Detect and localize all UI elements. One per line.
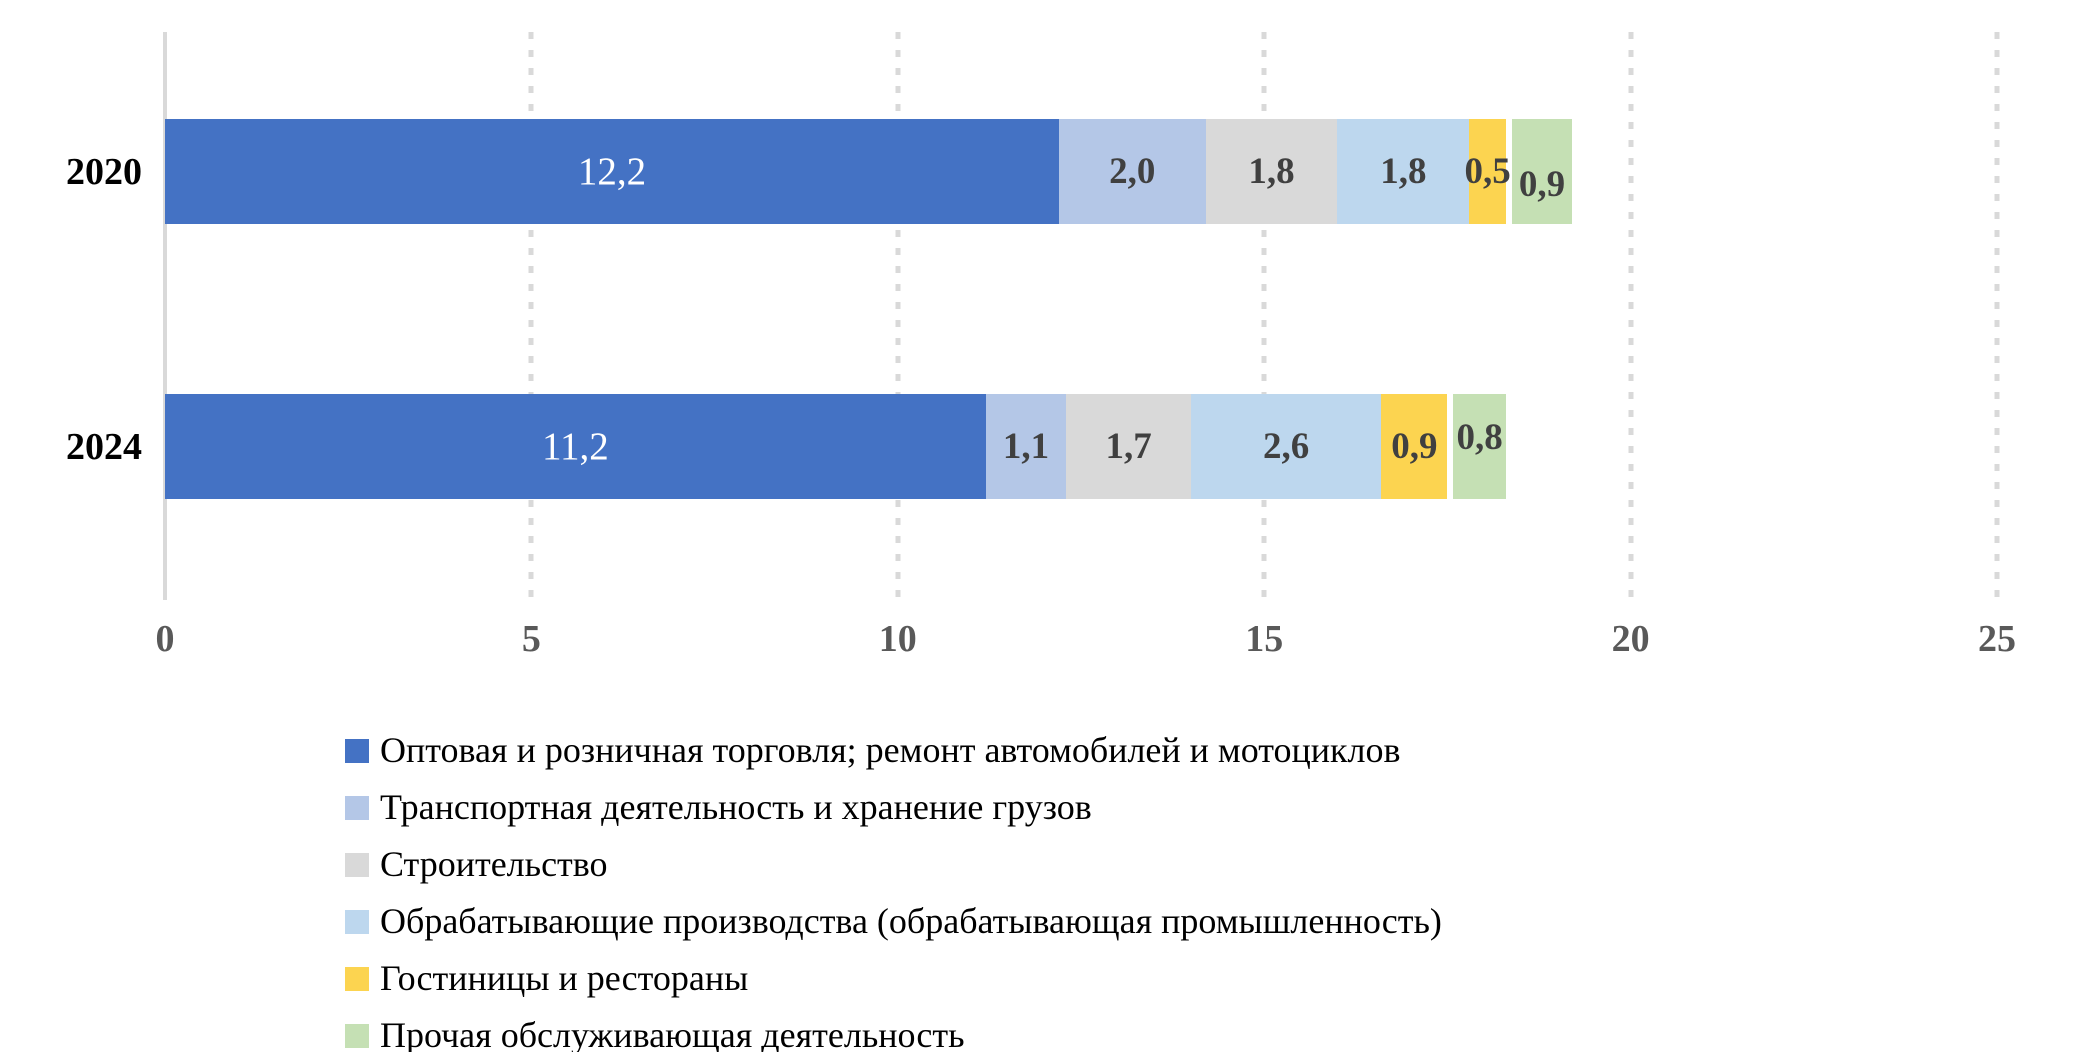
legend-item-4: Гостиницы и рестораны [345, 950, 1442, 1007]
bar-segment-value: 0,9 [1391, 426, 1438, 467]
y-axis-line [163, 32, 167, 600]
bar-segment: 1,7 [1066, 394, 1191, 499]
x-tick-label-20: 20 [1611, 618, 1650, 660]
legend-label: Транспортная деятельность и хранение гру… [380, 786, 1092, 827]
plot-area: 12,2 2,0 1,8 1,8 0,5 0,9 11,2 1,1 1,7 2,6 0,9 0,8 [163, 32, 2000, 600]
bar-segment: 1,8 [1205, 119, 1338, 224]
bar-segment-value: 1,7 [1105, 426, 1152, 467]
bar-segment: 0,9 [1381, 394, 1448, 499]
legend-swatch [345, 966, 369, 991]
legend-swatch [345, 738, 369, 763]
legend-label: Гостиницы и рестораны [380, 957, 749, 998]
bar-segment-value: 11,2 [541, 425, 609, 468]
bar-segment-value: 1,8 [1248, 151, 1295, 192]
x-axis: 0 5 10 15 20 25 [156, 618, 2017, 672]
legend-item-3: Обрабатывающие производства (обрабатываю… [345, 893, 1442, 950]
legend-swatch [345, 852, 369, 877]
bar-segment: 0,5 [1465, 119, 1511, 224]
legend-label: Оптовая и розничная торговля; ремонт авт… [380, 729, 1401, 770]
gridline-10 [895, 32, 901, 600]
legend-item-1: Транспортная деятельность и хранение гру… [345, 779, 1442, 836]
x-tick-label-15: 15 [1245, 618, 1284, 660]
legend-label: Обрабатывающие производства (обрабатываю… [380, 900, 1442, 941]
legend-swatch [345, 909, 369, 934]
gridline-15 [1261, 32, 1267, 600]
x-tick-label-10: 10 [878, 618, 917, 660]
bar-segment-value: 0,9 [1518, 164, 1566, 205]
gridline-5 [528, 32, 534, 600]
bar-segment: 12,2 [165, 119, 1060, 224]
bar-segment-value: 2,0 [1109, 151, 1156, 192]
legend-item-0: Оптовая и розничная торговля; ремонт авт… [345, 722, 1442, 779]
bar-segment-value: 2,6 [1263, 426, 1310, 467]
x-tick-label-25: 25 [1978, 618, 2016, 660]
legend: Оптовая и розничная торговля; ремонт авт… [345, 722, 1442, 1052]
bar-2020: 12,2 2,0 1,8 1,8 0,5 0,9 [165, 119, 1997, 224]
bar-segment-value: 12,2 [577, 150, 647, 193]
bar-segment: 11,2 [165, 394, 986, 499]
bar-segment-value: 0,5 [1464, 151, 1511, 192]
bar-segment: 1,8 [1337, 119, 1470, 224]
bar-segment: 2,0 [1059, 119, 1206, 224]
category-label-2020: 2020 [66, 151, 142, 193]
gridline-25 [1994, 32, 2000, 600]
legend-label: Строительство [380, 843, 608, 884]
gridline-20 [1628, 32, 1634, 600]
x-tick-label-0: 0 [155, 618, 175, 660]
bar-segment-value: 1,8 [1380, 151, 1427, 192]
category-label-2024: 2024 [66, 426, 142, 468]
bar-segment: 0,9 [1505, 119, 1572, 224]
bar-segment-value: 1,1 [1002, 426, 1050, 467]
bar-segment-value: 0,8 [1456, 417, 1503, 458]
x-tick-label-5: 5 [521, 618, 541, 660]
legend-swatch [345, 795, 369, 820]
legend-label: Прочая обслуживающая деятельность [380, 1014, 965, 1052]
legend-item-2: Строительство [345, 836, 1442, 893]
legend-item-5: Прочая обслуживающая деятельность [345, 1007, 1442, 1052]
bar-2024: 11,2 1,1 1,7 2,6 0,9 0,8 [165, 394, 1997, 499]
bar-segment: 1,1 [985, 394, 1067, 499]
bar-segment: 2,6 [1190, 394, 1382, 499]
bar-segment: 0,8 [1447, 394, 1506, 499]
legend-swatch [345, 1023, 369, 1048]
